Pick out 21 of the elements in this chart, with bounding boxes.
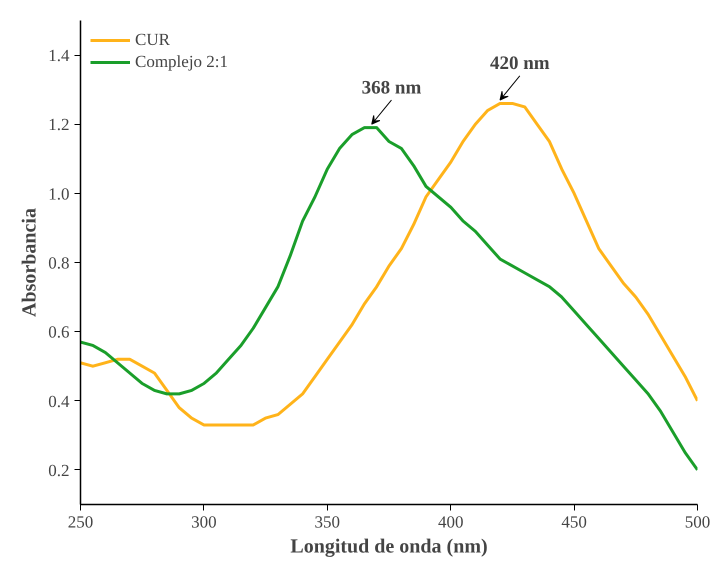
y-axis-title: Absorbancia <box>18 208 40 317</box>
y-tick-label: 0.2 <box>48 460 70 480</box>
annotation: 420 nm <box>490 53 550 74</box>
x-tick-label: 300 <box>191 512 217 532</box>
legend-label: CUR <box>135 30 170 50</box>
annotation: 368 nm <box>362 77 422 98</box>
y-tick-label: 0.8 <box>48 254 70 272</box>
x-tick-label: 400 <box>438 512 464 532</box>
y-tick-label: 1.2 <box>48 115 70 134</box>
y-tick-label: 0.6 <box>48 322 70 342</box>
x-tick-label: 500 <box>684 512 710 532</box>
line-series <box>80 102 698 426</box>
x-axis-title: Longitud de onda (nm) <box>290 536 488 558</box>
line-series <box>80 126 698 472</box>
x-tick-label: 450 <box>561 512 587 532</box>
y-tick-label: 1.4 <box>48 46 70 66</box>
y-tick-label: 0.4 <box>48 392 70 411</box>
legend-label: Complejo 2:1 <box>135 52 228 72</box>
x-tick-label: 250 <box>68 512 94 532</box>
y-tick-label: 1.0 <box>48 184 70 204</box>
x-tick-label: 350 <box>314 512 340 532</box>
